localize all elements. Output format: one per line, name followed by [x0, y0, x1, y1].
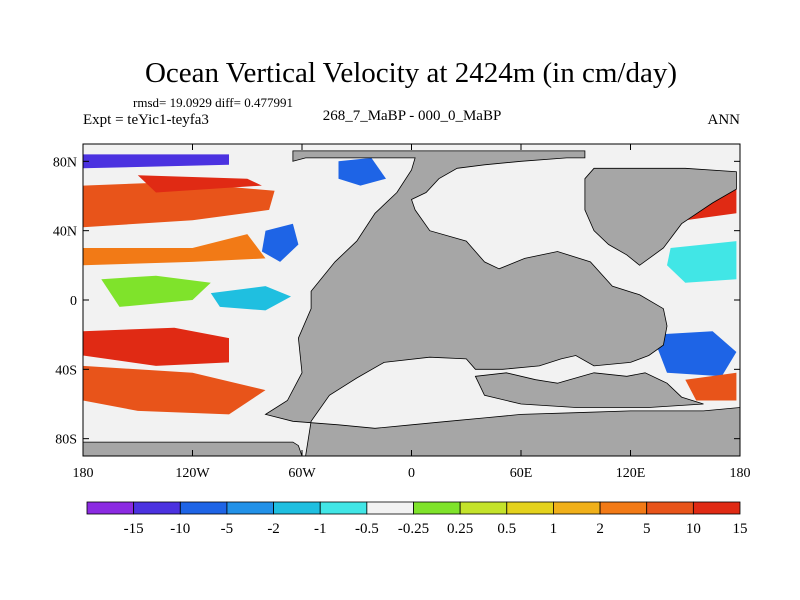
- subtitle-label: 268_7_MaBP - 000_0_MaBP: [323, 108, 502, 124]
- y-tick-label: 80S: [55, 433, 77, 448]
- colorbar-label: 5: [643, 521, 651, 537]
- season-label: ANN: [708, 112, 741, 128]
- chart-title: Ocean Vertical Velocity at 2424m (in cm/…: [145, 57, 677, 89]
- experiment-label: Expt = teYic1-teyfa3: [83, 112, 209, 128]
- x-tick-label: 180: [73, 466, 94, 481]
- colorbar-box: [86, 501, 135, 515]
- anomaly-region-east-pacific-south: [652, 331, 737, 377]
- land-southern-continent: [475, 372, 704, 408]
- y-tick-label: 80N: [53, 155, 77, 170]
- anomaly-region-equatorial-east-negative: [210, 286, 291, 311]
- anomaly-region-subpolar-pacific: [137, 175, 262, 193]
- colorbar-label: 15: [733, 521, 748, 537]
- colorbar-box: [506, 501, 554, 515]
- colorbar: -15 -10 -5 -2 -1 -0.5 -0.25 0.25 0.5 1 2 5 10 15: [86, 501, 748, 537]
- anomaly-region-southeast-positive: [685, 372, 737, 401]
- y-tick-label: 40N: [53, 225, 77, 240]
- colorbar-box: [553, 501, 601, 515]
- y-tick-label: 40S: [55, 363, 77, 378]
- colorbar-label: 10: [686, 521, 701, 537]
- colorbar-box: [366, 501, 414, 515]
- colorbar-box: [179, 501, 228, 515]
- anomaly-region-north-pacific-band: [83, 182, 275, 228]
- colorbar-box: [319, 501, 368, 515]
- colorbar-box: [226, 501, 274, 515]
- coastline-layer: [83, 150, 740, 456]
- anomaly-region-arctic-pacific-strip: [83, 154, 229, 169]
- stats-label: rmsd= 19.0929 diff= 0.477991: [133, 95, 293, 110]
- anomaly-region-mid-pacific-positive: [83, 234, 266, 266]
- anomaly-region-south-pacific-positive: [83, 327, 229, 366]
- x-tick-label: 180: [730, 466, 751, 481]
- land-east-continent: [584, 168, 737, 266]
- x-tick-label: 0: [408, 466, 415, 481]
- colorbar-label: -15: [124, 521, 144, 537]
- colorbar-label: -0.5: [355, 521, 379, 537]
- colorbar-label: -0.25: [398, 521, 429, 537]
- x-tick-label: 60W: [288, 466, 316, 481]
- colorbar-box: [133, 501, 181, 515]
- anomaly-region-south-pacific-deep: [83, 365, 266, 415]
- colorbar-label: 0.5: [497, 521, 516, 537]
- map-plot: 180 120W 60W 0 60E 120E 180 80N 40N 0 40S 80S: [53, 143, 751, 481]
- colorbar-label: -10: [170, 521, 190, 537]
- colorbar-box: [459, 501, 508, 515]
- y-tick-label: 0: [70, 294, 77, 309]
- land-layer: [83, 150, 740, 456]
- colorbar-label: -1: [314, 521, 327, 537]
- colorbar-label: -5: [221, 521, 234, 537]
- anomaly-region-atlantic-negative: [261, 223, 299, 262]
- colorbar-label: -2: [267, 521, 280, 537]
- land-pangaea-main: [83, 150, 740, 456]
- x-tick-label: 120E: [616, 466, 646, 481]
- coastline-pangaea-main: [83, 150, 740, 456]
- colorbar-box: [273, 501, 321, 515]
- colorbar-box: [599, 501, 648, 515]
- anomaly-region-equatorial-west: [101, 275, 211, 307]
- x-tick-label: 120W: [175, 466, 210, 481]
- coastline-east-continent: [584, 167, 737, 266]
- anomaly-region-east-pacific-mixed: [667, 241, 737, 283]
- coastline-southern-continent: [474, 372, 704, 408]
- colorbar-box: [692, 501, 741, 515]
- axis-layer: 180 120W 60W 0 60E 120E 180 80N 40N 0 40S 80S: [53, 144, 751, 481]
- colorbar-label: 0.25: [447, 521, 473, 537]
- colorbar-label: 1: [550, 521, 558, 537]
- x-tick-label: 60E: [510, 466, 533, 481]
- colorbar-box: [646, 501, 694, 515]
- colorbar-label: 2: [596, 521, 604, 537]
- colorbar-box: [413, 501, 461, 515]
- anomaly-region-arctic-negative: [338, 157, 386, 186]
